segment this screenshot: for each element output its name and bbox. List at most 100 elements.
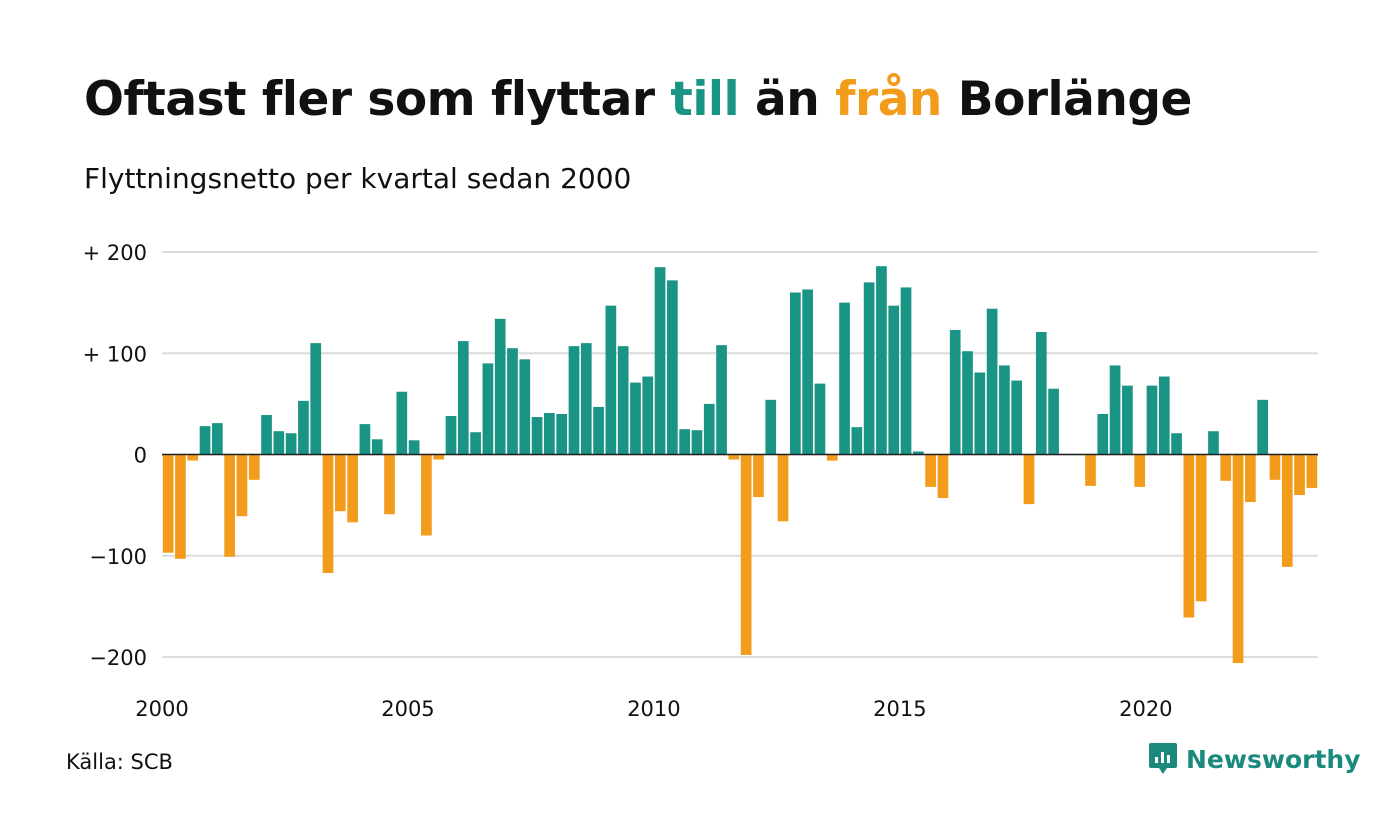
bar xyxy=(457,341,469,455)
x-tick-label: 2005 xyxy=(381,697,434,721)
newsworthy-logo-icon xyxy=(1149,743,1177,774)
bar xyxy=(851,427,863,455)
source-note: Källa: SCB xyxy=(66,750,173,774)
bar xyxy=(654,267,666,455)
bar xyxy=(236,454,248,517)
bar xyxy=(359,424,371,455)
bar xyxy=(814,383,826,455)
bar xyxy=(826,454,838,461)
bar xyxy=(568,346,580,455)
title-word-till: till xyxy=(670,72,740,127)
bar xyxy=(974,372,986,455)
bar xyxy=(384,454,395,515)
bar xyxy=(691,430,703,455)
brand-logo: Newsworthy xyxy=(1148,742,1361,776)
bar xyxy=(1306,454,1318,488)
bar xyxy=(187,454,199,461)
bar xyxy=(261,415,272,455)
bar xyxy=(507,348,518,455)
bar xyxy=(1195,454,1207,602)
bar xyxy=(679,429,691,455)
bar xyxy=(667,280,678,455)
x-tick-label: 2015 xyxy=(873,697,926,721)
bar xyxy=(433,454,445,460)
chart-subtitle: Flyttningsnetto per kvartal sedan 2000 xyxy=(84,162,632,195)
bar xyxy=(1158,376,1170,455)
bar xyxy=(900,287,912,455)
x-tick-label: 2000 xyxy=(135,697,188,721)
bar xyxy=(728,454,740,460)
bar xyxy=(839,302,850,455)
bar xyxy=(630,382,641,455)
bar xyxy=(1171,433,1182,455)
bar xyxy=(617,346,629,455)
y-tick-label: −200 xyxy=(89,646,147,670)
bar xyxy=(1097,414,1109,455)
bar xyxy=(716,345,727,455)
bar xyxy=(1257,399,1269,455)
bar xyxy=(925,454,936,487)
bar xyxy=(1281,454,1293,567)
bar xyxy=(740,454,752,655)
bar xyxy=(334,454,346,512)
bar xyxy=(322,454,334,573)
bar xyxy=(642,376,654,455)
x-tick-label: 2010 xyxy=(627,697,680,721)
bar xyxy=(175,454,186,559)
y-tick-label: + 200 xyxy=(83,241,147,265)
bar xyxy=(949,329,961,455)
bar xyxy=(371,439,383,455)
bar xyxy=(298,400,309,455)
bar xyxy=(1011,380,1023,455)
bar xyxy=(445,416,457,455)
bar xyxy=(1208,431,1219,455)
bar xyxy=(421,454,432,536)
bar xyxy=(1245,454,1256,503)
bar xyxy=(1269,454,1281,480)
x-tick-label: 2020 xyxy=(1119,697,1172,721)
bar xyxy=(556,414,568,455)
bar xyxy=(531,417,543,455)
bar xyxy=(162,454,174,553)
bar xyxy=(1294,454,1305,495)
bar xyxy=(753,454,764,498)
bar xyxy=(1035,331,1047,455)
bar xyxy=(1085,454,1096,486)
bar xyxy=(347,454,358,523)
bar xyxy=(470,432,481,455)
y-tick-label: −100 xyxy=(89,545,147,569)
bar xyxy=(912,451,924,455)
bar xyxy=(863,282,875,455)
bar xyxy=(224,454,235,557)
bar xyxy=(1232,454,1244,664)
bar xyxy=(1109,365,1121,455)
bar xyxy=(962,351,973,455)
bar xyxy=(1146,385,1158,455)
bar xyxy=(999,365,1010,455)
title-word-fran: från xyxy=(835,72,942,127)
bar xyxy=(1220,454,1232,481)
bar xyxy=(1134,454,1146,487)
bar xyxy=(703,403,715,455)
bar xyxy=(802,289,813,455)
bar xyxy=(986,308,998,455)
bar xyxy=(593,406,604,455)
y-tick-label: 0 xyxy=(134,444,147,468)
bar xyxy=(1122,385,1133,455)
bar xyxy=(1183,454,1195,618)
brand-name: Newsworthy xyxy=(1186,744,1361,774)
bar xyxy=(789,292,801,455)
bar xyxy=(273,431,285,455)
title-part-1: Oftast fler som flyttar xyxy=(84,72,671,127)
bar xyxy=(199,426,211,455)
bar xyxy=(211,423,223,455)
bar xyxy=(544,412,555,455)
y-tick-label: + 100 xyxy=(83,342,147,366)
bar xyxy=(482,363,494,455)
title-part-3: Borlänge xyxy=(941,72,1193,127)
bar xyxy=(876,266,887,455)
bar xyxy=(1023,454,1035,505)
bar xyxy=(937,454,949,499)
title-part-2: än xyxy=(739,72,836,127)
